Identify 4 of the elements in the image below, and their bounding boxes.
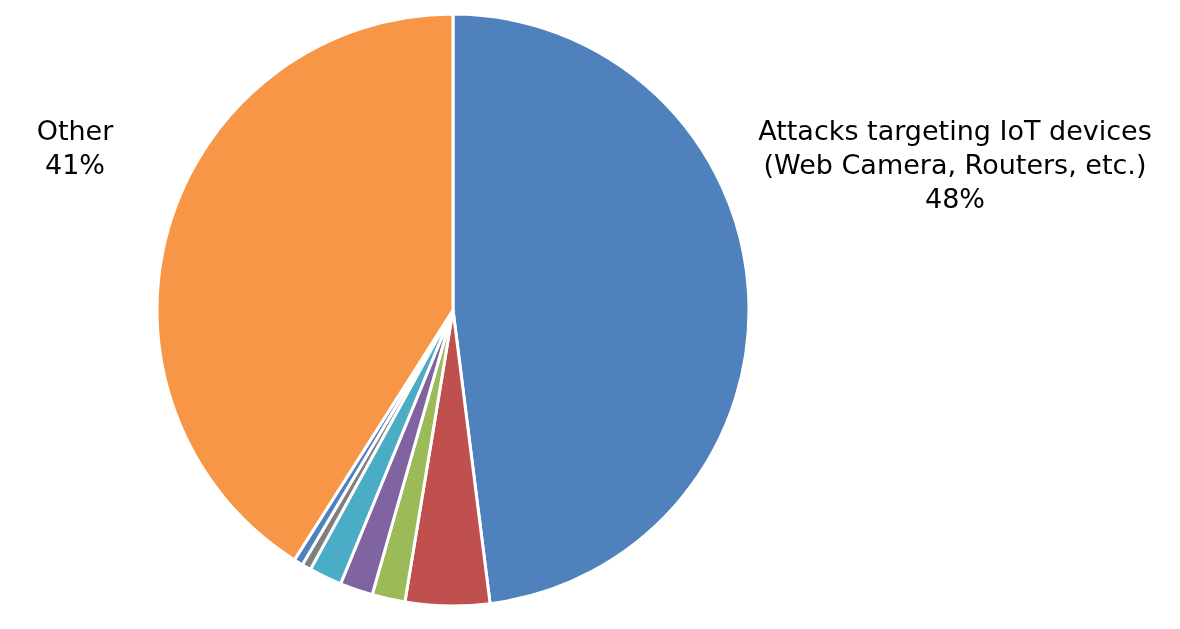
slice-label: Attacks targeting IoT devices (Web Camera, Routers, etc.) [758,115,1152,181]
data-label: 41% [44,149,106,181]
slice-label: Other [36,115,115,147]
data-label: 48% [924,183,986,215]
